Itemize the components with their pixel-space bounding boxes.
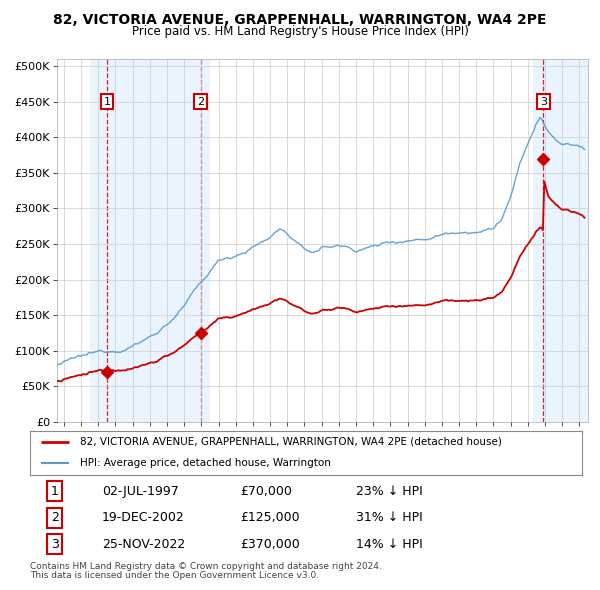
Text: 1: 1: [103, 97, 110, 107]
Text: 2: 2: [51, 511, 59, 525]
Text: 82, VICTORIA AVENUE, GRAPPENHALL, WARRINGTON, WA4 2PE (detached house): 82, VICTORIA AVENUE, GRAPPENHALL, WARRIN…: [80, 437, 502, 447]
Text: £370,000: £370,000: [240, 537, 299, 550]
Text: HPI: Average price, detached house, Warrington: HPI: Average price, detached house, Warr…: [80, 458, 331, 467]
Text: 25-NOV-2022: 25-NOV-2022: [102, 537, 185, 550]
Text: 14% ↓ HPI: 14% ↓ HPI: [356, 537, 422, 550]
Text: £125,000: £125,000: [240, 511, 299, 525]
Text: 02-JUL-1997: 02-JUL-1997: [102, 485, 179, 498]
Text: 31% ↓ HPI: 31% ↓ HPI: [356, 511, 422, 525]
Text: Price paid vs. HM Land Registry's House Price Index (HPI): Price paid vs. HM Land Registry's House …: [131, 25, 469, 38]
Bar: [533, 59, 588, 422]
Text: 1: 1: [51, 485, 59, 498]
Text: This data is licensed under the Open Government Licence v3.0.: This data is licensed under the Open Gov…: [30, 571, 319, 579]
Text: 3: 3: [51, 537, 59, 550]
Text: 2: 2: [197, 97, 205, 107]
Text: 19-DEC-2002: 19-DEC-2002: [102, 511, 185, 525]
Bar: [89, 59, 210, 422]
Text: £70,000: £70,000: [240, 485, 292, 498]
Text: 23% ↓ HPI: 23% ↓ HPI: [356, 485, 422, 498]
Text: Contains HM Land Registry data © Crown copyright and database right 2024.: Contains HM Land Registry data © Crown c…: [30, 562, 382, 571]
Text: 82, VICTORIA AVENUE, GRAPPENHALL, WARRINGTON, WA4 2PE: 82, VICTORIA AVENUE, GRAPPENHALL, WARRIN…: [53, 13, 547, 27]
Text: 3: 3: [540, 97, 547, 107]
